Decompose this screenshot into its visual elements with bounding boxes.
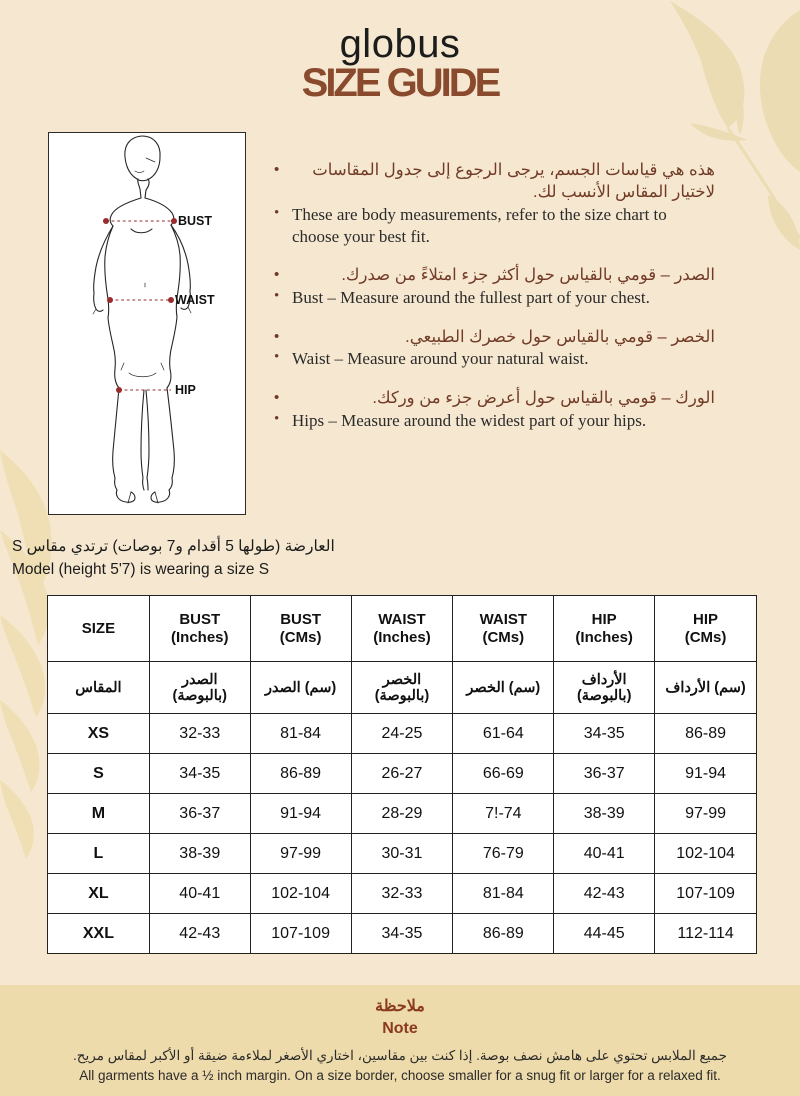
svg-text:BUST: BUST — [178, 214, 212, 228]
svg-text:WAIST: WAIST — [175, 293, 215, 307]
svg-text:HIP: HIP — [175, 383, 196, 397]
